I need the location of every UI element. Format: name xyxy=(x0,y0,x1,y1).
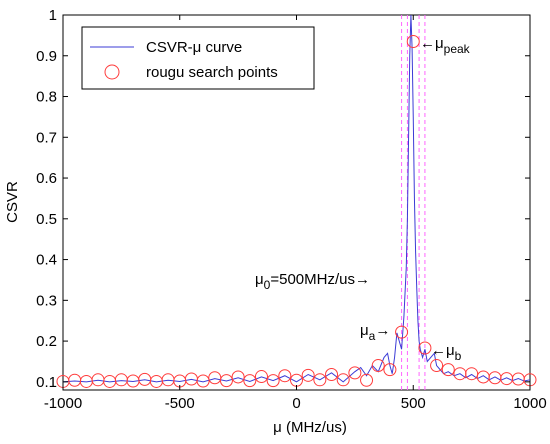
search-point xyxy=(371,359,385,373)
y-tick-label: 0.8 xyxy=(36,89,57,106)
annotation-mub-sub: b xyxy=(455,349,462,363)
y-tick-label: 0.7 xyxy=(36,129,57,146)
annotation-peak-arrow: ← xyxy=(420,35,435,52)
legend-box xyxy=(81,26,315,90)
annotation-mu0-sub: 0 xyxy=(264,278,271,292)
search-point xyxy=(406,34,420,48)
annotation-mu0-arrow: → xyxy=(355,271,370,288)
search-point xyxy=(441,363,455,377)
y-tick-label: 0.3 xyxy=(36,292,57,309)
y-tick-label: 0.9 xyxy=(36,48,57,65)
curve-series xyxy=(62,14,531,383)
x-tick-label: -1000 xyxy=(44,395,82,412)
y-axis-label: CSVR xyxy=(4,181,21,223)
annotation-mu0-rest: =500MHz/us xyxy=(270,271,355,288)
search-point xyxy=(430,359,444,373)
search-point xyxy=(418,341,432,355)
search-point xyxy=(325,368,339,382)
annotation-peak: ←μpeak xyxy=(420,35,471,56)
svg-text:μa→: μa→ xyxy=(360,322,390,343)
annotation-mu0-mu: μ xyxy=(255,271,264,288)
y-tick-label: 0.6 xyxy=(36,170,57,187)
search-point xyxy=(395,325,409,339)
x-tick-label: 1000 xyxy=(513,395,546,412)
search-point xyxy=(231,370,245,384)
annotation-mu0: μ0=500MHz/us→ xyxy=(255,271,370,292)
search-point xyxy=(243,374,257,388)
y-axis-ticks: 0.1 0.2 0.3 0.4 0.5 0.6 0.7 0.8 0.9 1 xyxy=(36,7,530,391)
x-tick-label: 500 xyxy=(401,395,426,412)
annotation-mua-sub: a xyxy=(369,329,376,343)
y-tick-label: 0.1 xyxy=(36,374,57,391)
svg-text:←μb: ←μb xyxy=(431,342,462,363)
x-tick-label: -500 xyxy=(165,395,195,412)
annotation-mub: ←μb xyxy=(431,342,462,363)
legend-label-curve: CSVR-μ curve xyxy=(146,39,242,56)
search-points-series xyxy=(56,34,537,388)
search-point xyxy=(254,370,268,384)
search-point xyxy=(360,373,374,387)
x-axis-ticks: -1000 -500 0 500 1000 xyxy=(44,15,547,412)
curve-line xyxy=(62,14,531,383)
annotation-peak-sub: peak xyxy=(444,42,471,56)
x-axis-label: μ (MHz/us) xyxy=(273,419,347,436)
search-point xyxy=(266,374,280,388)
annotation-mua-mu: μ xyxy=(360,322,369,339)
legend-marker-swatch xyxy=(104,64,120,80)
search-point xyxy=(336,373,350,387)
legend-label-points: rougu search points xyxy=(146,64,278,81)
y-tick-label: 1 xyxy=(49,7,57,24)
search-point xyxy=(219,374,233,388)
search-point xyxy=(301,368,315,382)
annotation-peak-mu: μ xyxy=(435,35,444,52)
annotation-mua-arrow: → xyxy=(375,322,390,339)
search-point xyxy=(313,373,327,387)
svg-text:←μpeak: ←μpeak xyxy=(420,35,471,56)
annotation-mub-mu: μ xyxy=(446,342,455,359)
annotation-mua: μa→ xyxy=(360,322,390,343)
legend: CSVR-μ curve rougu search points xyxy=(81,26,315,90)
search-point xyxy=(196,374,210,388)
search-point xyxy=(348,366,362,380)
y-tick-label: 0.2 xyxy=(36,333,57,350)
y-tick-label: 0.5 xyxy=(36,211,57,228)
x-tick-label: 0 xyxy=(292,395,300,412)
y-tick-label: 0.4 xyxy=(36,252,57,269)
search-point xyxy=(278,369,292,383)
search-point xyxy=(383,363,397,377)
search-point xyxy=(465,367,479,381)
annotation-mub-arrow: ← xyxy=(431,342,446,359)
svg-text:μ0=500MHz/us→: μ0=500MHz/us→ xyxy=(255,271,370,292)
